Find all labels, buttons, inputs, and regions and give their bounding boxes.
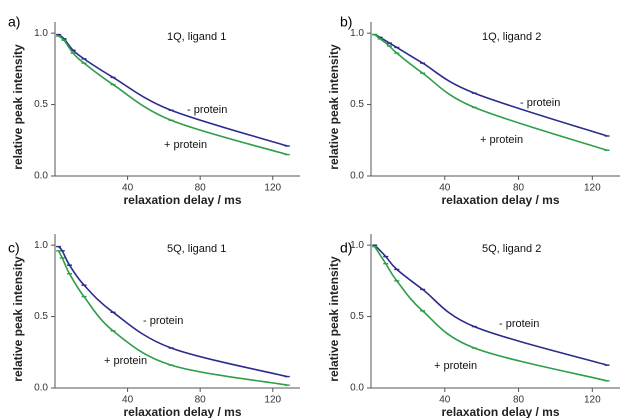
y-axis-title: relative peak intensity: [327, 256, 341, 382]
x-tick-label: 40: [122, 394, 134, 405]
x-tick-label: 120: [584, 182, 601, 193]
series-label: - protein: [499, 318, 539, 330]
panel-title: 1Q, ligand 1: [167, 31, 226, 43]
series-line-plus-protein: [374, 246, 608, 382]
y-tick-label: 0.0: [350, 171, 364, 182]
chart-panel-3: c) 5Q, ligand 1 40 80 120 0.0 0.5 1.0 relaxation…: [8, 234, 300, 418]
panel-title: 1Q, ligand 2: [482, 31, 541, 43]
series-line-minus-protein: [57, 246, 288, 378]
panel-title: 5Q, ligand 1: [167, 243, 226, 255]
y-tick-label: 0.5: [350, 311, 364, 322]
series-label: - protein: [187, 104, 227, 116]
panel-letter: c): [8, 239, 20, 255]
series-line-minus-protein: [374, 244, 608, 366]
x-tick-label: 120: [264, 182, 281, 193]
x-tick-label: 80: [195, 394, 207, 405]
x-tick-label: 120: [264, 394, 281, 405]
x-axis-title: relaxation delay / ms: [123, 193, 241, 207]
series-line-minus-protein: [374, 33, 608, 137]
x-tick-label: 80: [513, 394, 525, 405]
chart-panel-2: b) 1Q, ligand 2 40 80 120 0.0 0.5 1.0 relaxation…: [327, 13, 620, 207]
chart-panel-4: d) 5Q, ligand 2 40 80 120 0.0 0.5 1.0 relaxation…: [327, 234, 620, 418]
y-tick-label: 1.0: [34, 240, 48, 251]
series-label: + protein: [434, 360, 477, 372]
y-axis-title: relative peak intensity: [327, 44, 341, 170]
y-tick-label: 1.0: [350, 28, 364, 39]
y-axis-title: relative peak intensity: [11, 256, 25, 382]
chart-panel-1: a) 1Q, ligand 1 40 80 120 0.0 0.5 1.0 relaxation…: [8, 13, 300, 207]
series-label: - protein: [143, 315, 183, 327]
panel-letter: b): [340, 13, 352, 29]
series-line-minus-protein: [58, 33, 288, 147]
y-axis-title: relative peak intensity: [11, 44, 25, 170]
y-tick-label: 0.5: [34, 99, 48, 110]
x-tick-label: 40: [439, 182, 451, 193]
panel-letter: d): [340, 239, 352, 255]
y-tick-label: 0.0: [34, 383, 48, 394]
y-tick-label: 0.5: [350, 99, 364, 110]
series-label: + protein: [164, 139, 207, 151]
x-axis-title: relaxation delay / ms: [441, 405, 559, 418]
x-axis-title: relaxation delay / ms: [123, 405, 241, 418]
y-tick-label: 0.0: [350, 383, 364, 394]
x-tick-label: 80: [513, 182, 525, 193]
series-label: + protein: [104, 355, 147, 367]
series-label: - protein: [520, 97, 560, 109]
y-tick-label: 0.0: [34, 171, 48, 182]
y-tick-label: 1.0: [34, 28, 48, 39]
x-tick-label: 120: [584, 394, 601, 405]
y-tick-label: 0.5: [34, 311, 48, 322]
panel-title: 5Q, ligand 2: [482, 243, 541, 255]
panel-letter: a): [8, 13, 20, 29]
x-tick-label: 40: [122, 182, 134, 193]
x-tick-label: 40: [439, 394, 451, 405]
x-tick-label: 80: [195, 182, 207, 193]
series-label: + protein: [480, 134, 523, 146]
x-axis-title: relaxation delay / ms: [441, 193, 559, 207]
y-tick-label: 1.0: [350, 240, 364, 251]
